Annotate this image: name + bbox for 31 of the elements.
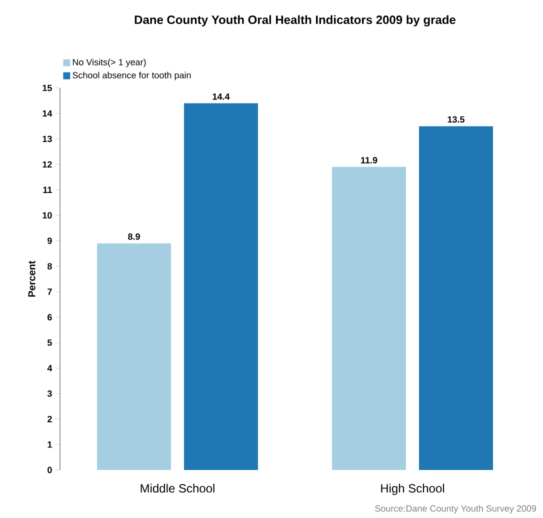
y-tick-label: 14: [42, 110, 52, 117]
source-note: Source:Dane County Youth Survey 2009: [375, 505, 536, 514]
y-tick-label: 5: [47, 340, 52, 346]
y-tick-label: 11: [43, 186, 52, 193]
y-tick-label: 3: [47, 390, 52, 397]
y-tick-label: 15: [42, 84, 52, 92]
x-tick-label: High School: [381, 484, 444, 495]
bar: [97, 243, 172, 470]
data-label: 14.4: [212, 94, 230, 100]
y-tick-label: 9: [48, 238, 52, 244]
y-tick-label: 8: [47, 263, 52, 270]
chart-title: Dane County Youth Oral Health Indicators 2009 by grade: [134, 15, 456, 26]
bar: [184, 103, 258, 470]
x-tick-label: Middle School: [140, 484, 214, 493]
legend-label: No Visits(> 1 year): [72, 58, 146, 68]
y-tick-label: 7: [48, 288, 52, 295]
y-tick-label: 1: [48, 441, 52, 448]
y-tick-label: 13: [42, 136, 52, 142]
y-tick-label: 4: [47, 365, 52, 372]
y-tick-label: 10: [42, 212, 52, 219]
y-tick-label: 6: [48, 314, 52, 320]
bar: [419, 126, 493, 470]
bar: [332, 166, 406, 470]
y-tick-label: 0: [48, 466, 52, 474]
data-label: 11.9: [361, 157, 378, 164]
legend-label: School absence for tooth pain: [72, 72, 191, 80]
y-tick-label: 2: [48, 416, 52, 422]
y-axis-title: Percent: [28, 260, 36, 297]
y-tick-label: 12: [42, 161, 52, 168]
data-label: 13.5: [448, 116, 465, 123]
data-label: 8.9: [128, 233, 140, 240]
